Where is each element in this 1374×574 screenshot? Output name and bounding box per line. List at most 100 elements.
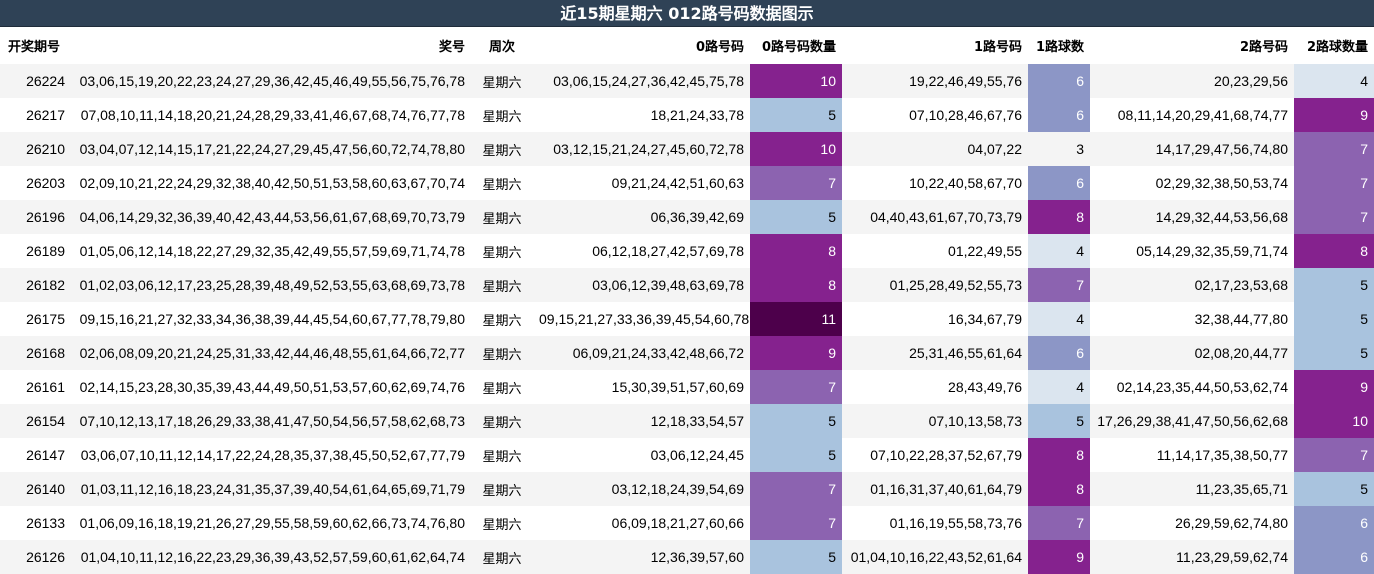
numbers-cell: 03,06,15,19,20,22,23,24,27,29,36,42,45,4…: [71, 64, 471, 98]
table-row: 26189 01,05,06,12,14,18,22,27,29,32,35,42…: [0, 234, 1374, 268]
numbers-cell: 09,15,16,21,27,32,33,34,36,38,39,44,45,5…: [71, 302, 471, 336]
route2-numbers-cell: 11,23,29,59,62,74: [1090, 540, 1294, 574]
weekday-cell: 星期六: [471, 438, 533, 472]
route0-count-cell: 5: [750, 438, 842, 472]
issue-cell: 26168: [0, 336, 71, 370]
header-route2-count[interactable]: 2路球数量: [1306, 40, 1368, 55]
weekday-cell: 星期六: [471, 370, 533, 404]
route0-count-cell: 5: [750, 98, 842, 132]
route0-numbers-cell: 03,12,18,24,39,54,69: [533, 472, 750, 506]
numbers-cell: 01,03,11,12,16,18,23,24,31,35,37,39,40,5…: [71, 472, 471, 506]
issue-cell: 26161: [0, 370, 71, 404]
route0-numbers-cell: 06,09,18,21,27,60,66: [533, 506, 750, 540]
table-row: 26126 01,04,10,11,12,16,22,23,29,36,39,43…: [0, 540, 1374, 574]
route2-numbers-cell: 32,38,44,77,80: [1090, 302, 1294, 336]
data-table: 开奖期号 奖号 周次 0路号码 0路号码数量 1路号码 1路球数 2路号码 2路…: [0, 27, 1374, 574]
route1-count-cell: 7: [1028, 268, 1090, 302]
route1-count-cell: 4: [1028, 234, 1090, 268]
header-route1-numbers[interactable]: 1路号码: [973, 40, 1022, 55]
route0-count-cell: 8: [750, 268, 842, 302]
route2-count-cell: 9: [1294, 370, 1374, 404]
table-row: 26140 01,03,11,12,16,18,23,24,31,35,37,39…: [0, 472, 1374, 506]
route1-numbers-cell: 01,04,10,16,22,43,52,61,64: [842, 540, 1028, 574]
weekday-cell: 星期六: [471, 234, 533, 268]
route0-count-cell: 11: [750, 302, 842, 336]
route2-numbers-cell: 14,29,32,44,53,56,68: [1090, 200, 1294, 234]
route2-count-cell: 7: [1294, 166, 1374, 200]
weekday-cell: 星期六: [471, 472, 533, 506]
route2-numbers-cell: 26,29,59,62,74,80: [1090, 506, 1294, 540]
numbers-cell: 01,06,09,16,18,19,21,26,27,29,55,58,59,6…: [71, 506, 471, 540]
numbers-cell: 02,09,10,21,22,24,29,32,38,40,42,50,51,5…: [71, 166, 471, 200]
route0-count-cell: 7: [750, 472, 842, 506]
table-row: 26168 02,06,08,09,20,21,24,25,31,33,42,44…: [0, 336, 1374, 370]
route1-numbers-cell: 25,31,46,55,61,64: [842, 336, 1028, 370]
route1-numbers-cell: 28,43,49,76: [842, 370, 1028, 404]
route0-count-cell: 5: [750, 200, 842, 234]
issue-cell: 26182: [0, 268, 71, 302]
issue-cell: 26175: [0, 302, 71, 336]
table-row: 26224 03,06,15,19,20,22,23,24,27,29,36,42…: [0, 64, 1374, 98]
route2-count-cell: 7: [1294, 200, 1374, 234]
header-row: 开奖期号 奖号 周次 0路号码 0路号码数量 1路号码 1路球数 2路号码 2路…: [0, 27, 1374, 64]
header-weekday[interactable]: 周次: [488, 40, 515, 55]
route0-numbers-cell: 06,12,18,27,42,57,69,78: [533, 234, 750, 268]
weekday-cell: 星期六: [471, 540, 533, 574]
issue-cell: 26217: [0, 98, 71, 132]
route1-numbers-cell: 07,10,22,28,37,52,67,79: [842, 438, 1028, 472]
route2-count-cell: 6: [1294, 540, 1374, 574]
route1-count-cell: 3: [1028, 132, 1090, 166]
route0-count-cell: 7: [750, 370, 842, 404]
table-row: 26147 03,06,07,10,11,12,14,17,22,24,28,35…: [0, 438, 1374, 472]
numbers-cell: 03,04,07,12,14,15,17,21,22,24,27,29,45,4…: [71, 132, 471, 166]
route1-numbers-cell: 01,22,49,55: [842, 234, 1028, 268]
route1-count-cell: 6: [1028, 64, 1090, 98]
route1-count-cell: 5: [1028, 404, 1090, 438]
route0-numbers-cell: 03,06,12,39,48,63,69,78: [533, 268, 750, 302]
route1-count-cell: 6: [1028, 166, 1090, 200]
route1-count-cell: 8: [1028, 472, 1090, 506]
route2-numbers-cell: 11,23,35,65,71: [1090, 472, 1294, 506]
header-route2-numbers[interactable]: 2路号码: [1239, 40, 1288, 55]
weekday-cell: 星期六: [471, 64, 533, 98]
header-issue[interactable]: 开奖期号: [8, 40, 61, 55]
route0-count-cell: 10: [750, 132, 842, 166]
route0-count-cell: 7: [750, 166, 842, 200]
table-body: 26224 03,06,15,19,20,22,23,24,27,29,36,42…: [0, 64, 1374, 574]
table-row: 26217 07,08,10,11,14,18,20,21,24,28,29,33…: [0, 98, 1374, 132]
issue-cell: 26224: [0, 64, 71, 98]
route0-numbers-cell: 15,30,39,51,57,60,69: [533, 370, 750, 404]
weekday-cell: 星期六: [471, 132, 533, 166]
weekday-cell: 星期六: [471, 200, 533, 234]
route2-numbers-cell: 20,23,29,56: [1090, 64, 1294, 98]
route1-numbers-cell: 01,16,31,37,40,61,64,79: [842, 472, 1028, 506]
header-route0-numbers[interactable]: 0路号码: [695, 40, 744, 55]
weekday-cell: 星期六: [471, 506, 533, 540]
table-row: 26203 02,09,10,21,22,24,29,32,38,40,42,50…: [0, 166, 1374, 200]
weekday-cell: 星期六: [471, 336, 533, 370]
table-row: 26196 04,06,14,29,32,36,39,40,42,43,44,53…: [0, 200, 1374, 234]
weekday-cell: 星期六: [471, 404, 533, 438]
route1-numbers-cell: 07,10,13,58,73: [842, 404, 1028, 438]
route1-count-cell: 9: [1028, 540, 1090, 574]
header-route0-count[interactable]: 0路号码数量: [761, 40, 836, 55]
header-numbers[interactable]: 奖号: [438, 40, 465, 55]
numbers-cell: 04,06,14,29,32,36,39,40,42,43,44,53,56,6…: [71, 200, 471, 234]
issue-cell: 26140: [0, 472, 71, 506]
route0-count-cell: 5: [750, 540, 842, 574]
table-row: 26154 07,10,12,13,17,18,26,29,33,38,41,47…: [0, 404, 1374, 438]
route2-numbers-cell: 02,14,23,35,44,50,53,62,74: [1090, 370, 1294, 404]
numbers-cell: 02,14,15,23,28,30,35,39,43,44,49,50,51,5…: [71, 370, 471, 404]
weekday-cell: 星期六: [471, 268, 533, 302]
route1-count-cell: 6: [1028, 336, 1090, 370]
route2-numbers-cell: 05,14,29,32,35,59,71,74: [1090, 234, 1294, 268]
route2-count-cell: 5: [1294, 336, 1374, 370]
table-row: 26133 01,06,09,16,18,19,21,26,27,29,55,58…: [0, 506, 1374, 540]
issue-cell: 26196: [0, 200, 71, 234]
header-route1-count[interactable]: 1路球数: [1035, 40, 1084, 55]
route0-count-cell: 8: [750, 234, 842, 268]
route0-numbers-cell: 18,21,24,33,78: [533, 98, 750, 132]
route1-numbers-cell: 19,22,46,49,55,76: [842, 64, 1028, 98]
table-row: 26161 02,14,15,23,28,30,35,39,43,44,49,50…: [0, 370, 1374, 404]
weekday-cell: 星期六: [471, 302, 533, 336]
